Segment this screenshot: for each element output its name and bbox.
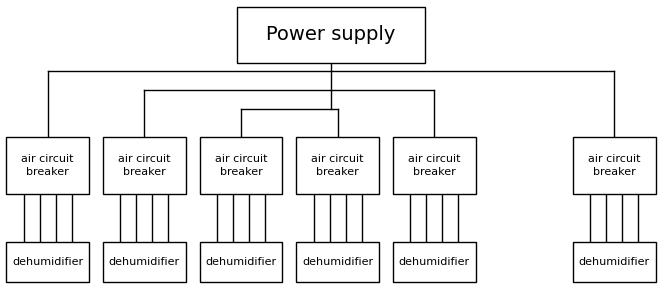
FancyBboxPatch shape <box>200 242 283 282</box>
FancyBboxPatch shape <box>297 242 379 282</box>
Text: dehumidifier: dehumidifier <box>12 257 83 267</box>
Text: air circuit
breaker: air circuit breaker <box>408 154 461 178</box>
FancyBboxPatch shape <box>393 137 475 194</box>
FancyBboxPatch shape <box>237 7 426 63</box>
Text: dehumidifier: dehumidifier <box>302 257 373 267</box>
FancyBboxPatch shape <box>573 137 655 194</box>
Text: dehumidifier: dehumidifier <box>399 257 470 267</box>
Text: Power supply: Power supply <box>266 25 396 45</box>
Text: dehumidifier: dehumidifier <box>579 257 650 267</box>
FancyBboxPatch shape <box>200 137 283 194</box>
FancyBboxPatch shape <box>297 137 379 194</box>
Text: air circuit
breaker: air circuit breaker <box>21 154 74 178</box>
FancyBboxPatch shape <box>103 137 185 194</box>
Text: air circuit
breaker: air circuit breaker <box>588 154 641 178</box>
FancyBboxPatch shape <box>103 242 185 282</box>
Text: air circuit
breaker: air circuit breaker <box>214 154 267 178</box>
Text: air circuit
breaker: air circuit breaker <box>311 154 364 178</box>
FancyBboxPatch shape <box>6 137 89 194</box>
Text: air circuit
breaker: air circuit breaker <box>118 154 171 178</box>
Text: dehumidifier: dehumidifier <box>109 257 180 267</box>
FancyBboxPatch shape <box>6 242 89 282</box>
Text: dehumidifier: dehumidifier <box>205 257 277 267</box>
FancyBboxPatch shape <box>393 242 475 282</box>
FancyBboxPatch shape <box>573 242 655 282</box>
